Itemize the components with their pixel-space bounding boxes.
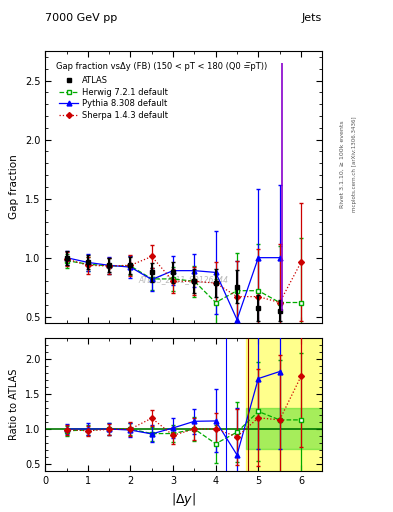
X-axis label: $|\Delta y|$: $|\Delta y|$ [171,492,196,508]
Text: ATLAS_2011_S9126244: ATLAS_2011_S9126244 [139,275,229,285]
Y-axis label: Ratio to ATLAS: Ratio to ATLAS [9,369,19,440]
Text: Jets: Jets [302,13,322,23]
Text: 7000 GeV pp: 7000 GeV pp [45,13,118,23]
Text: Rivet 3.1.10, ≥ 100k events: Rivet 3.1.10, ≥ 100k events [340,120,345,208]
Y-axis label: Gap fraction: Gap fraction [9,155,19,219]
Legend: ATLAS, Herwig 7.2.1 default, Pythia 8.308 default, Sherpa 1.4.3 default: ATLAS, Herwig 7.2.1 default, Pythia 8.30… [58,74,169,121]
Text: Gap fraction vsΔy (FB) (150 < pT < 180 (Q0 =̅pT)): Gap fraction vsΔy (FB) (150 < pT < 180 (… [56,62,268,71]
Text: mcplots.cern.ch [arXiv:1306.3436]: mcplots.cern.ch [arXiv:1306.3436] [352,116,357,211]
